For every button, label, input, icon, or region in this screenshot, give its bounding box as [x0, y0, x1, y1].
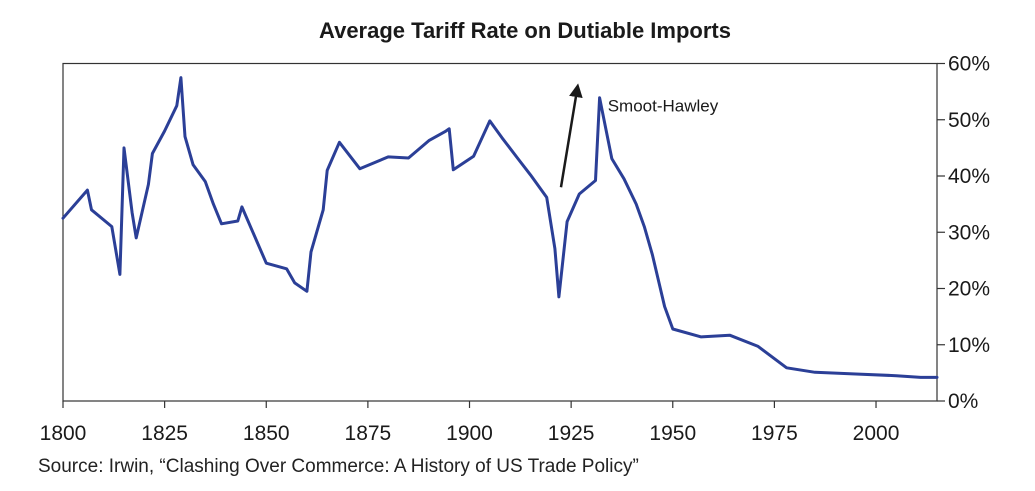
- y-tick-label: 60%: [948, 53, 990, 76]
- y-axis: 0% 10% 20% 30% 40% 50% 60%: [937, 53, 990, 413]
- y-tick-label: 40%: [948, 165, 990, 188]
- source-note: Source: Irwin, “Clashing Over Commerce: …: [38, 456, 639, 477]
- x-tick-label: 1875: [345, 422, 392, 445]
- y-tick-label: 50%: [948, 109, 990, 132]
- y-tick-label: 10%: [948, 334, 990, 357]
- plot-frame: [62, 62, 938, 402]
- series-layer: [61, 76, 939, 379]
- y-tick-label: 20%: [948, 278, 990, 301]
- annotation-layer: Smoot-Hawley: [559, 83, 719, 188]
- smoot-hawley-arrow: [559, 83, 583, 188]
- smoot-hawley-label: Smoot-Hawley: [608, 96, 719, 115]
- x-tick-label: 1850: [243, 422, 290, 445]
- chart-title: Average Tariff Rate on Dutiable Imports: [319, 18, 731, 43]
- x-tick-label: 1900: [446, 422, 493, 445]
- x-tick-label: 1950: [649, 422, 696, 445]
- x-tick-label: 2000: [853, 422, 900, 445]
- x-tick-label: 1975: [751, 422, 798, 445]
- x-tick-label: 1825: [141, 422, 188, 445]
- x-axis: 1800 1825 1850 1875 1900 1925 1950 1975 2000: [40, 401, 900, 445]
- x-tick-label: 1925: [548, 422, 595, 445]
- tariff-series-line: [61, 76, 939, 379]
- x-tick-label: 1800: [40, 422, 87, 445]
- y-tick-label: 0%: [948, 390, 978, 413]
- y-tick-label: 30%: [948, 221, 990, 244]
